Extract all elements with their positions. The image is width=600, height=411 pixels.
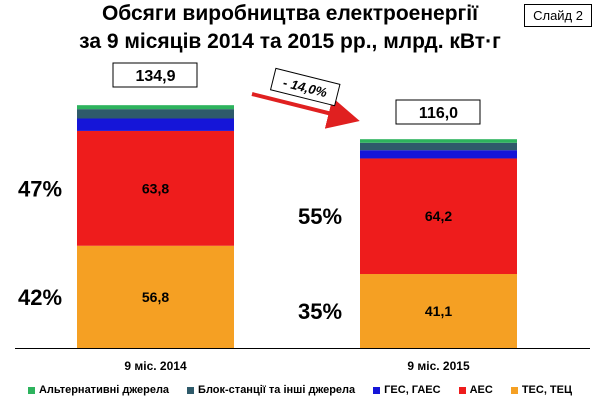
legend-label: Блок-станції та інші джерела	[198, 384, 356, 396]
total-label: 134,9	[135, 68, 175, 85]
legend-swatch	[510, 386, 518, 394]
total-box	[395, 99, 481, 125]
legend-item: Альтернативні джерела	[27, 384, 170, 396]
legend-item: ТЕС, ТЕЦ	[510, 384, 573, 396]
share-label: 35%	[298, 299, 342, 324]
bar-segment	[77, 105, 234, 110]
legend-swatch	[373, 386, 381, 394]
legend-swatch	[27, 386, 35, 394]
bar-segment	[77, 109, 234, 119]
legend-item: ГЕС, ГАЕС	[373, 384, 441, 396]
chart-title: Обсяги виробництва електроенергії за 9 м…	[40, 0, 540, 56]
total-label: 116,0	[419, 105, 458, 122]
bar-segment	[360, 158, 517, 275]
legend-label: ГЕС, ГАЕС	[384, 384, 441, 396]
category-label: 9 міс. 2015	[407, 359, 470, 373]
bar-segment	[77, 130, 234, 246]
change-arrow	[251, 92, 360, 129]
share-label: 55%	[298, 204, 342, 229]
legend-swatch	[458, 386, 466, 394]
chart-title-line1: Обсяги виробництва електроенергії	[101, 2, 479, 25]
bar-segment	[360, 274, 517, 348]
bar-segment	[77, 118, 234, 131]
slide-label: Слайд 2	[524, 4, 592, 27]
legend-label: Альтернативні джерела	[38, 384, 170, 396]
chart-title-line2: за 9 місяців 2014 та 2015 рр., млрд. кВт…	[79, 30, 501, 53]
share-label: 47%	[18, 176, 62, 201]
stacked-bar-chart: 56,8 42% 63,8 47% 134,9 9 міс. 2014 41,1 35% 64,…	[15, 62, 590, 373]
share-label: 42%	[18, 285, 62, 310]
bar-segment	[360, 142, 517, 151]
category-label: 9 міс. 2014	[124, 359, 187, 373]
data-label: 64,2	[425, 208, 452, 224]
legend-item: АЕС	[458, 384, 493, 396]
bar-segment	[77, 245, 234, 348]
bar-segment	[360, 150, 517, 159]
legend-label: ТЕС, ТЕЦ	[521, 384, 573, 396]
legend-label: АЕС	[469, 384, 493, 396]
legend-swatch	[187, 386, 195, 394]
data-label: 63,8	[142, 180, 169, 196]
data-label: 41,1	[425, 303, 452, 319]
legend-item: Блок-станції та інші джерела	[187, 384, 355, 396]
legend: Альтернативні джерела Блок-станції та інш…	[0, 384, 600, 396]
change-label-box	[269, 67, 341, 107]
data-label: 56,8	[142, 289, 169, 305]
total-box	[112, 62, 198, 88]
bar-segment	[360, 139, 517, 143]
